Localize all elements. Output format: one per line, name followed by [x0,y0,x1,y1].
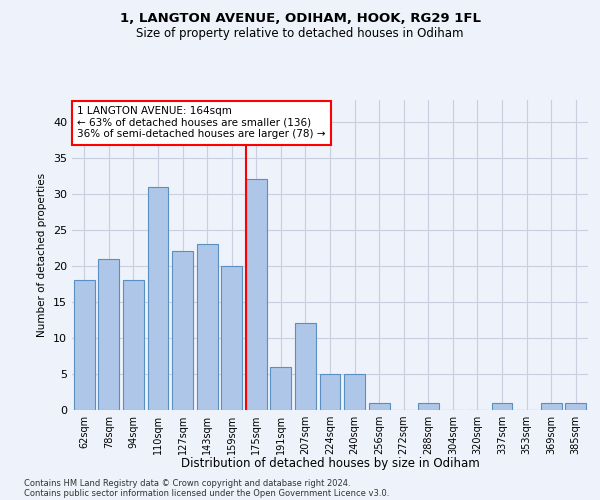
Text: Distribution of detached houses by size in Odiham: Distribution of detached houses by size … [181,458,479,470]
Bar [271,366,292,410]
Y-axis label: Number of detached properties: Number of detached properties [37,173,47,337]
Bar [541,403,562,410]
Bar [246,180,267,410]
Bar [295,324,316,410]
Bar [148,186,169,410]
Text: Size of property relative to detached houses in Odiham: Size of property relative to detached ho… [136,28,464,40]
Bar [418,403,439,410]
Text: Contains public sector information licensed under the Open Government Licence v3: Contains public sector information licen… [24,488,389,498]
Bar [98,258,119,410]
Text: Contains HM Land Registry data © Crown copyright and database right 2024.: Contains HM Land Registry data © Crown c… [24,478,350,488]
Bar [344,374,365,410]
Bar [565,403,586,410]
Text: 1, LANGTON AVENUE, ODIHAM, HOOK, RG29 1FL: 1, LANGTON AVENUE, ODIHAM, HOOK, RG29 1F… [119,12,481,26]
Text: 1 LANGTON AVENUE: 164sqm
← 63% of detached houses are smaller (136)
36% of semi-: 1 LANGTON AVENUE: 164sqm ← 63% of detach… [77,106,326,140]
Bar [320,374,340,410]
Bar [74,280,95,410]
Bar [123,280,144,410]
Bar [221,266,242,410]
Bar [368,403,389,410]
Bar [172,252,193,410]
Bar [197,244,218,410]
Bar [491,403,512,410]
